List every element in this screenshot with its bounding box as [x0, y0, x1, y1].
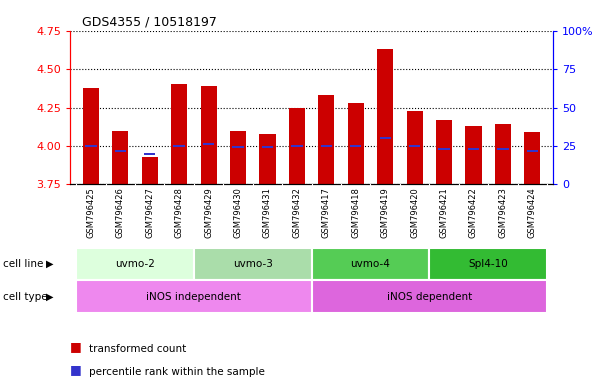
- Text: GSM796430: GSM796430: [233, 187, 243, 238]
- Text: GSM796427: GSM796427: [145, 187, 154, 238]
- Bar: [262, 146, 273, 149]
- Bar: [232, 146, 244, 149]
- Text: GDS4355 / 10518197: GDS4355 / 10518197: [82, 16, 218, 29]
- Text: ▶: ▶: [46, 291, 53, 302]
- Text: GSM796421: GSM796421: [439, 187, 448, 238]
- Bar: [430, 248, 547, 280]
- Text: GSM796422: GSM796422: [469, 187, 478, 238]
- Text: GSM796429: GSM796429: [204, 187, 213, 238]
- Bar: [436, 120, 452, 184]
- Text: iNOS dependent: iNOS dependent: [387, 291, 472, 302]
- Text: GSM796420: GSM796420: [410, 187, 419, 238]
- Text: GSM796425: GSM796425: [86, 187, 95, 238]
- Text: transformed count: transformed count: [89, 344, 186, 354]
- Bar: [259, 134, 276, 184]
- Bar: [406, 111, 423, 184]
- Bar: [524, 132, 541, 184]
- Bar: [142, 157, 158, 184]
- Bar: [200, 86, 217, 184]
- Bar: [312, 280, 547, 313]
- Bar: [230, 131, 246, 184]
- Bar: [171, 84, 187, 184]
- Text: uvmo-3: uvmo-3: [233, 259, 273, 269]
- Bar: [377, 49, 393, 184]
- Text: GSM796419: GSM796419: [381, 187, 390, 238]
- Bar: [76, 248, 194, 280]
- Text: cell line: cell line: [3, 259, 43, 269]
- Bar: [312, 248, 430, 280]
- Text: GSM796432: GSM796432: [293, 187, 301, 238]
- Bar: [321, 145, 332, 147]
- Text: Spl4-10: Spl4-10: [468, 259, 508, 269]
- Text: ■: ■: [70, 340, 82, 353]
- Text: GSM796431: GSM796431: [263, 187, 272, 238]
- Text: GSM796426: GSM796426: [116, 187, 125, 238]
- Text: GSM796423: GSM796423: [499, 187, 507, 238]
- Bar: [112, 131, 128, 184]
- Bar: [115, 149, 126, 152]
- Bar: [468, 148, 479, 150]
- Text: GSM796428: GSM796428: [175, 187, 184, 238]
- Bar: [379, 137, 391, 139]
- Text: uvmo-4: uvmo-4: [351, 259, 390, 269]
- Bar: [194, 248, 312, 280]
- Bar: [318, 95, 334, 184]
- Text: cell type: cell type: [3, 291, 48, 302]
- Text: GSM796418: GSM796418: [351, 187, 360, 238]
- Bar: [409, 145, 420, 147]
- Text: percentile rank within the sample: percentile rank within the sample: [89, 367, 265, 377]
- Text: ▶: ▶: [46, 259, 53, 269]
- Text: GSM796424: GSM796424: [528, 187, 537, 238]
- Bar: [495, 124, 511, 184]
- Bar: [350, 145, 362, 147]
- Bar: [76, 280, 312, 313]
- Bar: [466, 126, 481, 184]
- Bar: [203, 143, 214, 146]
- Bar: [289, 108, 305, 184]
- Bar: [291, 145, 302, 147]
- Text: ■: ■: [70, 363, 82, 376]
- Text: uvmo-2: uvmo-2: [115, 259, 155, 269]
- Text: GSM796417: GSM796417: [322, 187, 331, 238]
- Bar: [438, 148, 450, 150]
- Bar: [497, 148, 508, 150]
- Bar: [174, 145, 185, 147]
- Bar: [85, 145, 97, 147]
- Text: iNOS independent: iNOS independent: [147, 291, 241, 302]
- Bar: [82, 88, 99, 184]
- Bar: [144, 152, 155, 155]
- Bar: [348, 103, 364, 184]
- Bar: [527, 149, 538, 152]
